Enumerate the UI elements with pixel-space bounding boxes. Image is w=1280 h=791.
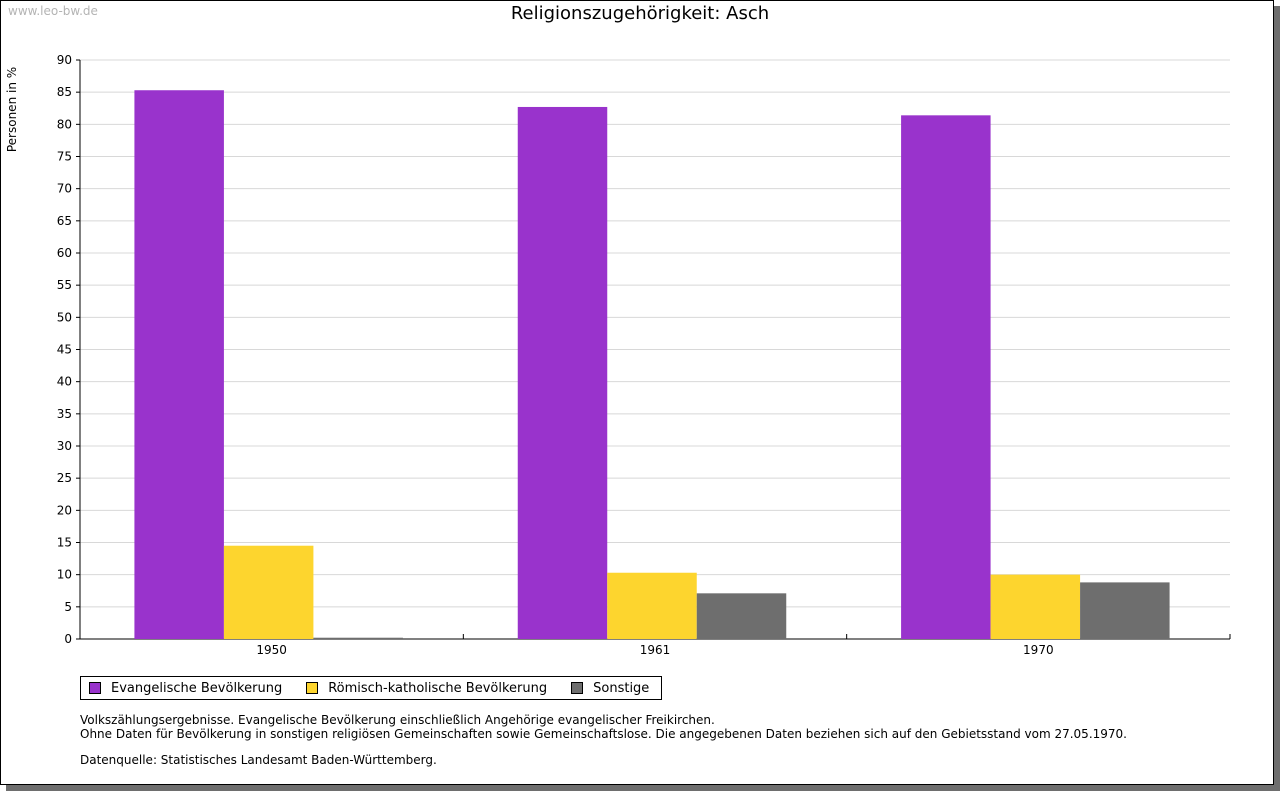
note-line-2: Ohne Daten für Bevölkerung in sonstigen … [80,727,1127,741]
y-tick-label: 50 [57,310,72,324]
y-tick-label: 70 [57,182,72,196]
y-tick-label: 45 [57,343,72,357]
y-tick-label: 65 [57,214,72,228]
legend-label: Evangelische Bevölkerung [111,680,283,696]
bar [1080,582,1170,639]
legend-item: Evangelische Bevölkerung [89,681,282,696]
y-axis-label: Personen in % [5,67,19,152]
y-tick-label: 30 [57,439,72,453]
y-tick-label: 75 [57,150,72,164]
note-line-1: Volkszählungsergebnisse. Evangelische Be… [80,713,715,727]
y-tick-label: 60 [57,246,72,260]
x-tick-label: 1970 [1023,643,1054,657]
y-tick-label: 40 [57,375,72,389]
y-tick-label: 25 [57,471,72,485]
bar [696,593,787,639]
bar [223,545,314,639]
y-tick-label: 90 [57,53,72,67]
y-tick-label: 35 [57,407,72,421]
y-tick-label: 55 [57,278,72,292]
legend: Evangelische Bevölkerung Römisch-katholis… [80,676,663,700]
chart-title: Religionszugehörigkeit: Asch [510,3,770,24]
watermark: www.leo-bw.de [8,4,98,18]
legend-swatch [89,682,101,694]
legend-label: Sonstige [593,680,650,696]
y-tick-label: 5 [64,600,72,614]
y-tick-label: 20 [57,503,72,517]
bar [134,90,224,639]
legend-swatch [306,682,319,694]
bar [607,572,697,639]
bar [517,106,608,640]
y-tick-label: 15 [57,536,72,550]
bar-chart: 0 5 10 15 20 25 30 35 40 45 50 55 60 65 70 75 80 85 90 Pers… [5,53,1231,657]
y-tick-label: 80 [57,117,72,131]
bar [901,115,991,640]
bar [313,637,403,639]
legend-swatch [571,682,584,694]
y-tick-label: 0 [64,632,72,646]
data-source: Datenquelle: Statistisches Landesamt Bad… [80,753,437,767]
legend-label: Römisch-katholische Bevölkerung [328,680,548,696]
legend-item: Sonstige [571,681,649,696]
bar [990,574,1081,639]
y-tick-label: 10 [57,568,72,582]
x-tick-label: 1961 [640,643,671,657]
notes: Volkszählungsergebnisse. Evangelische Be… [80,713,1127,767]
legend-item: Römisch-katholische Bevölkerung [306,681,547,696]
x-tick-label: 1950 [256,643,287,657]
y-tick-label: 85 [57,85,72,99]
